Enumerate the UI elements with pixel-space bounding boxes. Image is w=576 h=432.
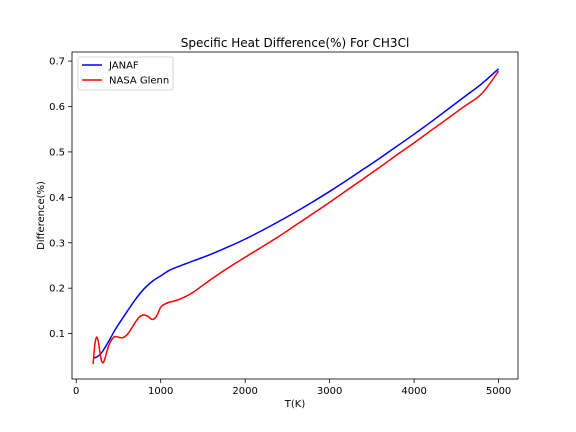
x-tick-label: 4000 bbox=[401, 386, 426, 397]
y-tick-label: 0.1 bbox=[49, 329, 65, 340]
legend-label-janaf: JANAF bbox=[108, 61, 139, 72]
y-axis: 0.1 0.2 0.3 0.4 0.5 0.6 0.7 bbox=[49, 57, 72, 340]
x-tick-label: 0 bbox=[73, 386, 79, 397]
x-axis-label: T(K) bbox=[284, 399, 306, 410]
legend: JANAF NASA Glenn bbox=[77, 56, 174, 91]
y-axis-label: Difference(%) bbox=[36, 181, 47, 250]
x-axis: 0 1000 2000 3000 4000 5000 bbox=[73, 379, 511, 397]
legend-label-nasa-glenn: NASA Glenn bbox=[109, 76, 169, 87]
y-tick-label: 0.4 bbox=[49, 193, 65, 204]
series-line-janaf bbox=[92, 68, 500, 359]
y-tick-label: 0.2 bbox=[49, 284, 65, 295]
x-tick-label: 3000 bbox=[317, 386, 342, 397]
series-line-nasa-glenn bbox=[92, 70, 500, 365]
y-tick-label: 0.3 bbox=[49, 238, 65, 249]
y-tick-label: 0.6 bbox=[49, 102, 65, 113]
plot-area bbox=[71, 51, 519, 380]
series-lines bbox=[92, 68, 500, 365]
x-tick-label: 2000 bbox=[232, 386, 257, 397]
x-tick-label: 1000 bbox=[148, 386, 173, 397]
y-tick-label: 0.5 bbox=[49, 147, 65, 158]
chart-title: Specific Heat Difference(%) For CH3Cl bbox=[181, 36, 410, 50]
y-tick-label: 0.7 bbox=[49, 57, 65, 68]
x-tick-label: 5000 bbox=[486, 386, 511, 397]
